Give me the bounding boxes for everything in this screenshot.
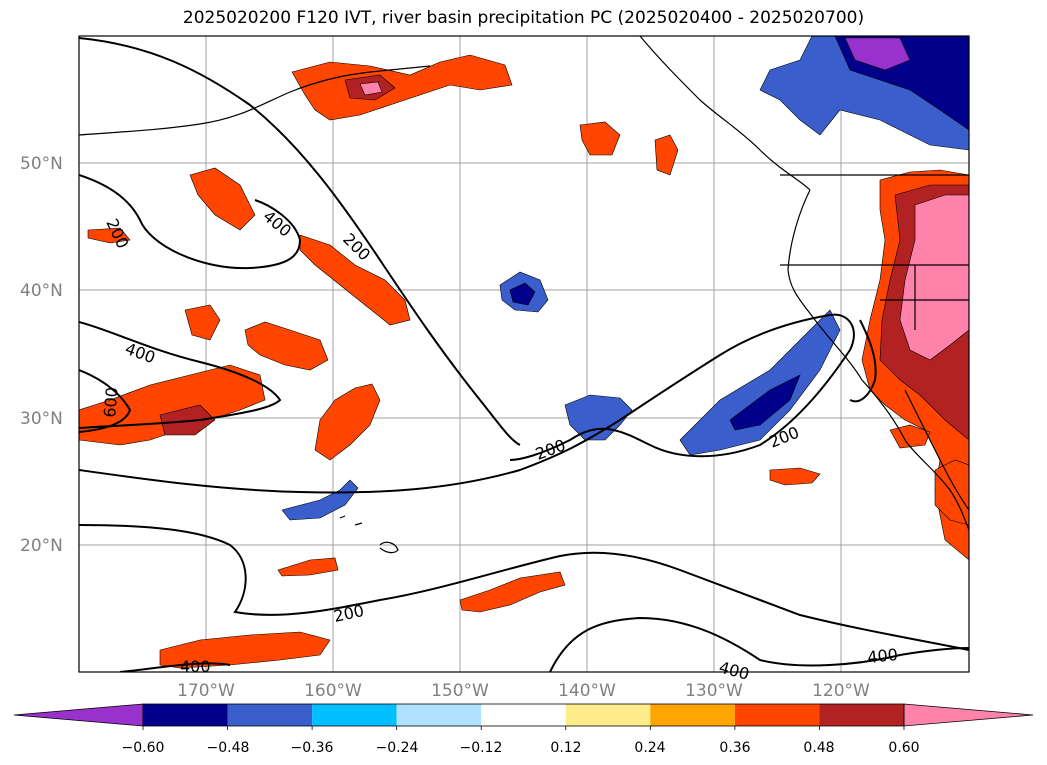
orange-region-south-10n: [159, 631, 331, 669]
orange-region-band-northwest: [189, 167, 256, 231]
contour-label: 400: [180, 657, 211, 676]
coast-us-west: [787, 189, 906, 441]
coastlines: [79, 36, 969, 554]
contour-400-southeast: [549, 616, 969, 672]
ivt-contours: [79, 37, 969, 672]
contour-200-north: [79, 37, 521, 446]
lon-label: 120°W: [812, 681, 870, 701]
colorbar: [13, 703, 1034, 730]
colorbar-segment: [143, 704, 228, 726]
colorbar-extend-max: [903, 703, 1034, 727]
orange-region-north-small: [579, 121, 621, 156]
lon-label: 140°W: [558, 681, 616, 701]
blue-region-california-offshore: [679, 309, 841, 456]
colorbar-tick-label: 0.36: [719, 740, 750, 756]
lon-label: 150°W: [431, 681, 489, 701]
coast-baja: [904, 389, 969, 511]
orange-region-south-15n: [459, 571, 566, 613]
pink-core-gulf-alaska: [359, 81, 383, 96]
orange-region-east-offshore-22n: [769, 467, 821, 486]
colorbar-segment: [481, 704, 566, 726]
navy-core-central-north: [509, 282, 536, 306]
coast-alaska: [79, 65, 431, 136]
orange-region-central-south: [314, 383, 381, 461]
orange-region-west-mid: [244, 321, 329, 371]
colorbar-tick-label: 0.60: [888, 740, 919, 756]
coast-mexico: [904, 439, 969, 531]
orange-region-west-midsouth: [184, 304, 221, 341]
map-background: [79, 36, 969, 672]
colorbar-segment: [312, 704, 397, 726]
lat-label: 50°N: [20, 154, 63, 174]
orange-region-band-center: [299, 234, 411, 326]
colorbar-tick-label: 0.48: [803, 740, 834, 756]
longitude-labels: 170°W 160°W 150°W 140°W 130°W 120°W: [177, 681, 870, 701]
navy-core-california-offshore: [729, 374, 801, 431]
contour-label: 400: [866, 645, 898, 667]
contour-400-west: [79, 321, 282, 429]
orange-region-gulf-alaska: [291, 54, 513, 121]
blue-region-central: [564, 394, 633, 441]
lon-label: 160°W: [304, 681, 362, 701]
colorbar-segment: [650, 704, 735, 726]
lat-label: 30°N: [20, 409, 63, 429]
colorbar-segment: [819, 704, 904, 726]
contour-label: 600: [100, 386, 122, 418]
colorbar-segment: [565, 704, 651, 726]
colorbar-tick-label: 0.24: [634, 740, 665, 756]
colorbar-tick-label: −0.60: [122, 740, 165, 756]
coast-canada-interior: [780, 174, 969, 330]
coast-british-columbia: [639, 36, 811, 191]
contour-200-ne-coast: [849, 319, 877, 403]
colorbar-tick-label: −0.36: [291, 740, 334, 756]
colorbar-segment: [227, 704, 313, 726]
contour-200-south: [79, 524, 969, 651]
lat-label: 40°N: [20, 281, 63, 301]
negative-anomaly-regions: [281, 36, 969, 521]
orange-region-north-small-2: [654, 134, 679, 176]
red-core-west-30n: [159, 404, 216, 436]
colorbar-tick-label: 0.12: [550, 740, 581, 756]
colorbar-segment: [734, 704, 820, 726]
contour-200-middle: [79, 313, 855, 494]
lon-label: 170°W: [177, 681, 235, 701]
orange-region-south-20n: [277, 557, 339, 577]
map-title: 2025020200 F120 IVT, river basin precipi…: [182, 8, 865, 28]
latitude-labels: 50°N 40°N 30°N 20°N: [20, 154, 63, 556]
lon-label: 130°W: [685, 681, 743, 701]
colorbar-extend-min: [13, 703, 144, 727]
colorbar-tick-label: −0.24: [376, 740, 419, 756]
orange-region-west-edge-45n: [87, 227, 131, 244]
colorbar-segment: [396, 704, 482, 726]
colorbar-tick-label: −0.12: [460, 740, 503, 756]
pink-region-us-coast: [899, 194, 969, 361]
contour-400-north: [79, 174, 302, 270]
colorbar-labels: −0.60 −0.48 −0.36 −0.24 −0.12 0.12 0.24 …: [122, 740, 920, 756]
contour-400-south: [119, 662, 231, 672]
blue-region-hawaii: [281, 479, 359, 521]
lat-label: 20°N: [20, 536, 63, 556]
map-frame: [78, 35, 970, 673]
colorbar-outline: [142, 703, 905, 727]
violet-core-northeast: [844, 37, 911, 71]
hawaii-islands: [339, 515, 399, 554]
contour-600-west: [79, 369, 132, 433]
colorbar-tick-label: −0.48: [207, 740, 250, 756]
